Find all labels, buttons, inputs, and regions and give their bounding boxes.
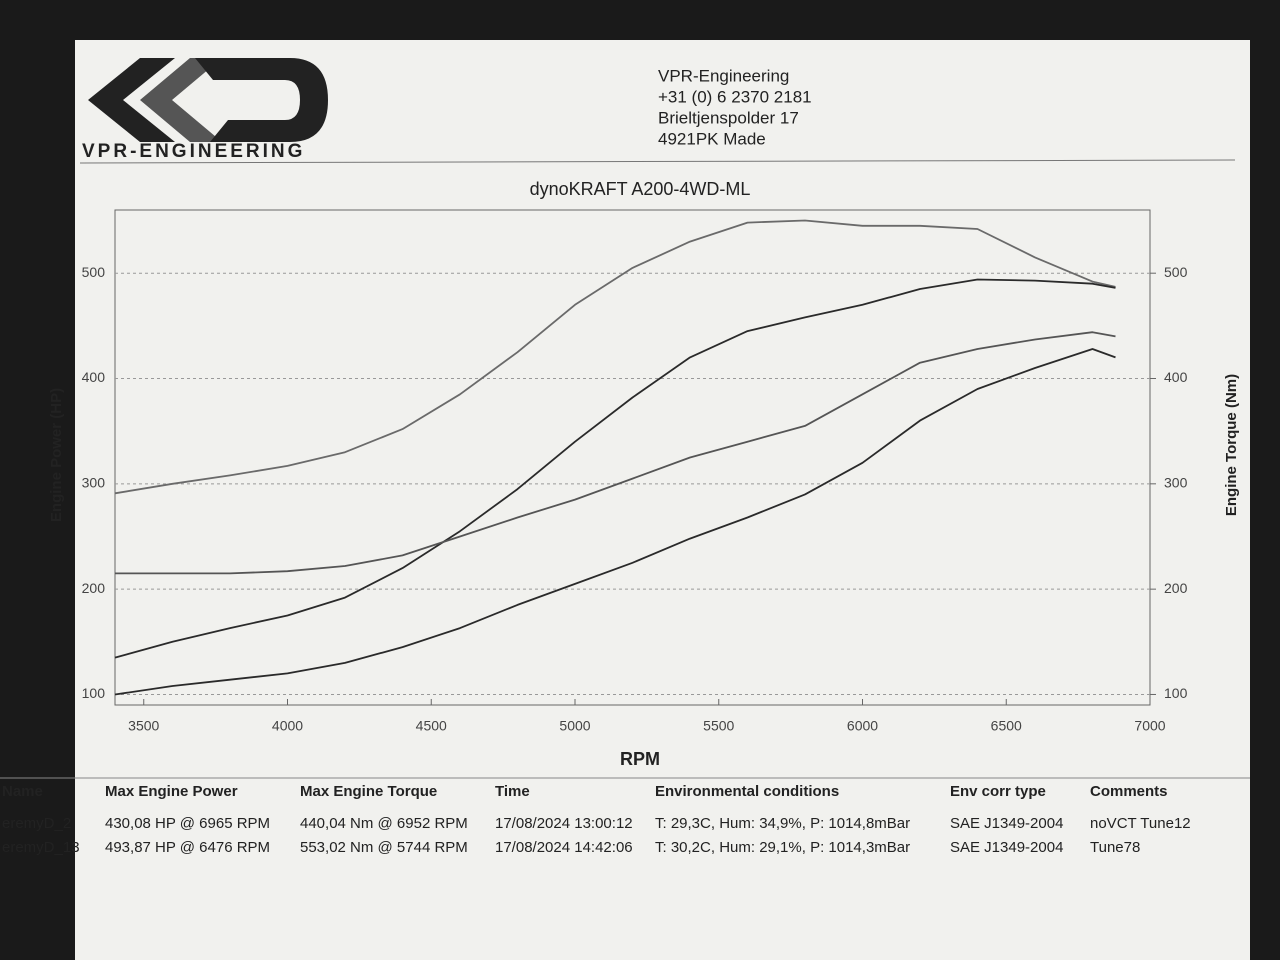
y2-axis-label: Engine Torque (Nm) — [1223, 374, 1240, 516]
y2-tick-label: 300 — [1164, 475, 1188, 491]
company-line: 4921PK Made — [658, 129, 766, 148]
table-cell: 430,08 HP @ 6965 RPM — [105, 815, 270, 832]
curve — [114, 219, 1116, 495]
table-header: Time — [495, 783, 530, 800]
table-cell: T: 30,2C, Hum: 29,1%, P: 1014,3mBar — [655, 839, 910, 856]
y-axis-label: Engine Power (HP) — [48, 388, 65, 522]
logo-text: VPR-ENGINEERING — [82, 141, 305, 162]
table-cell: Tune78 — [1090, 839, 1140, 856]
y-tick-label: 100 — [82, 685, 106, 701]
table-cell: 17/08/2024 13:00:12 — [495, 815, 633, 832]
table-cell: eremyD_2 — [2, 815, 71, 832]
plot-frame — [114, 209, 1151, 706]
y-tick-label: 400 — [82, 369, 106, 385]
logo-d — [195, 58, 328, 142]
y-tick-label: 500 — [82, 264, 106, 280]
table-header: Env corr type — [950, 783, 1046, 800]
table-cell: 493,87 HP @ 6476 RPM — [105, 839, 270, 856]
table-cell: SAE J1349-2004 — [950, 839, 1063, 856]
x-axis-label: RPM — [620, 749, 660, 769]
x-tick-label: 6500 — [991, 718, 1022, 734]
x-tick-label: 5500 — [703, 718, 734, 734]
table-cell: 17/08/2024 14:42:06 — [495, 839, 633, 856]
x-tick-label: 6000 — [847, 718, 878, 734]
x-tick-label: 3500 — [128, 718, 159, 734]
table-header: Name — [2, 783, 43, 800]
table-cell: 440,04 Nm @ 6952 RPM — [300, 815, 468, 832]
y2-tick-label: 400 — [1164, 369, 1188, 385]
y-tick-label: 200 — [82, 580, 106, 596]
x-tick-label: 4500 — [416, 718, 447, 734]
table-header: Max Engine Torque — [300, 783, 437, 800]
logo-chevron — [140, 58, 222, 142]
table-header: Comments — [1090, 783, 1168, 800]
table-header: Environmental conditions — [655, 783, 839, 800]
y2-tick-label: 100 — [1164, 685, 1188, 701]
curve — [114, 348, 1116, 696]
x-tick-label: 4000 — [272, 718, 303, 734]
logo-chevron — [88, 58, 175, 142]
table-cell: noVCT Tune12 — [1090, 815, 1191, 832]
table-header: Max Engine Power — [105, 783, 238, 800]
company-block: VPR-Engineering +31 (0) 6 2370 2181 Brielt… — [658, 66, 812, 148]
rule — [79, 159, 1236, 164]
company-line: Brieltjenspolder 17 — [658, 108, 799, 127]
paper — [75, 40, 1250, 960]
y2-tick-label: 200 — [1164, 580, 1188, 596]
table-cell: eremyD_13 — [2, 839, 80, 856]
curve — [114, 278, 1116, 659]
company-line: +31 (0) 6 2370 2181 — [658, 87, 812, 106]
x-tick-label: 5000 — [559, 718, 590, 734]
company-line: VPR-Engineering — [658, 66, 789, 85]
y-tick-label: 300 — [82, 475, 106, 491]
table-cell: SAE J1349-2004 — [950, 815, 1063, 832]
table-cell: T: 29,3C, Hum: 34,9%, P: 1014,8mBar — [655, 815, 910, 832]
logo: VPR-ENGINEERING — [82, 58, 328, 162]
x-tick-label: 7000 — [1134, 718, 1165, 734]
curve — [115, 331, 1116, 575]
table-cell: 553,02 Nm @ 5744 RPM — [300, 839, 468, 856]
y2-tick-label: 500 — [1164, 264, 1188, 280]
chart-title: dynoKRAFT A200-4WD-ML — [530, 179, 751, 199]
